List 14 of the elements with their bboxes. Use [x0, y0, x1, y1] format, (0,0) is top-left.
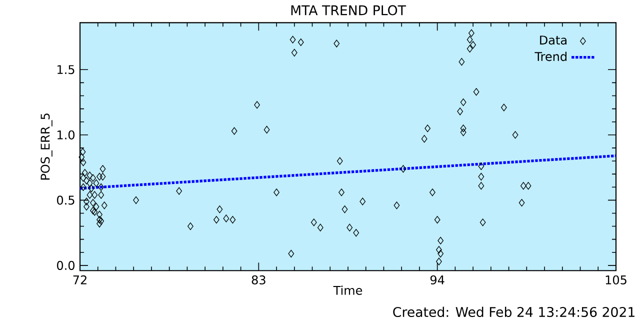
y-tick-label: 1.5 [58, 65, 74, 74]
x-tick-label: 105 [606, 275, 626, 284]
x-tick-label: 83 [252, 275, 266, 284]
text: Created: Wed Feb 24 13:24:56 2021 [393, 306, 634, 318]
y-tick-label: 0.5 [57, 196, 74, 205]
y-tick-label: 0.0 [57, 260, 74, 270]
x-tick-label: 94 [430, 275, 444, 284]
x-tick-label: 72 [73, 275, 86, 284]
chart-title: MTA TREND PLOT [291, 5, 406, 16]
legend-label: Trend [534, 52, 566, 62]
y-tick-label: 1.0 [58, 130, 74, 140]
y-axis-title: POS_ERR_5 [40, 114, 52, 180]
x-axis-title: Time [333, 286, 362, 295]
legend-label: Data [540, 36, 566, 45]
